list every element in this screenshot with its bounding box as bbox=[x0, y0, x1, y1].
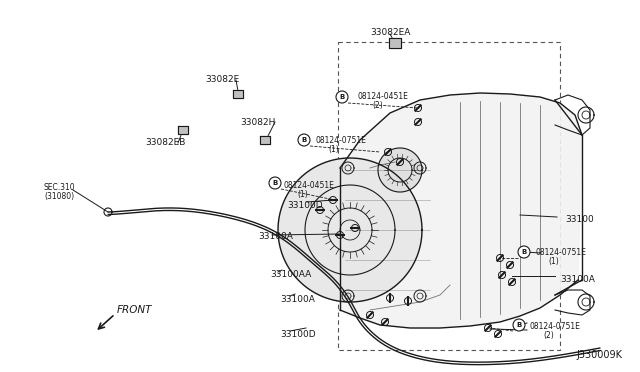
Text: 08124-0451E: 08124-0451E bbox=[357, 92, 408, 101]
Text: B: B bbox=[273, 180, 278, 186]
Text: 33082EB: 33082EB bbox=[145, 138, 185, 147]
Text: (1): (1) bbox=[297, 190, 308, 199]
Polygon shape bbox=[378, 148, 422, 192]
Text: 33082EA: 33082EA bbox=[370, 28, 410, 37]
Text: 08124-0751E: 08124-0751E bbox=[530, 322, 581, 331]
Text: 33100D: 33100D bbox=[287, 201, 323, 210]
Text: B: B bbox=[301, 137, 307, 143]
Text: B: B bbox=[516, 322, 522, 328]
Text: (1): (1) bbox=[548, 257, 559, 266]
Text: (31080): (31080) bbox=[44, 192, 74, 201]
Text: 33082E: 33082E bbox=[205, 75, 239, 84]
Text: (2): (2) bbox=[543, 331, 554, 340]
Polygon shape bbox=[389, 38, 401, 48]
Text: B: B bbox=[339, 94, 344, 100]
Text: 33100: 33100 bbox=[565, 215, 594, 224]
Circle shape bbox=[518, 246, 530, 258]
Text: 33100A: 33100A bbox=[560, 275, 595, 284]
Text: 08124-0751E: 08124-0751E bbox=[535, 248, 586, 257]
Polygon shape bbox=[178, 126, 188, 134]
Text: 08124-0751E: 08124-0751E bbox=[315, 136, 366, 145]
Polygon shape bbox=[278, 158, 422, 302]
Text: 33100AA: 33100AA bbox=[270, 270, 311, 279]
Text: 33100A: 33100A bbox=[258, 232, 293, 241]
Text: 33100D: 33100D bbox=[280, 330, 316, 339]
Polygon shape bbox=[340, 93, 582, 328]
Text: (1): (1) bbox=[328, 145, 339, 154]
Text: (2): (2) bbox=[372, 101, 383, 110]
Polygon shape bbox=[233, 90, 243, 98]
Text: 33100A: 33100A bbox=[280, 295, 315, 304]
Circle shape bbox=[298, 134, 310, 146]
Circle shape bbox=[513, 319, 525, 331]
Circle shape bbox=[336, 91, 348, 103]
Text: B: B bbox=[522, 249, 527, 255]
Circle shape bbox=[269, 177, 281, 189]
Polygon shape bbox=[260, 136, 270, 144]
Text: 33082H: 33082H bbox=[240, 118, 276, 127]
Text: J330009K: J330009K bbox=[576, 350, 622, 360]
Text: SEC.310: SEC.310 bbox=[44, 183, 76, 192]
Text: FRONT: FRONT bbox=[117, 305, 152, 315]
Text: 08124-0451E: 08124-0451E bbox=[284, 181, 335, 190]
Bar bbox=[338, 42, 560, 350]
